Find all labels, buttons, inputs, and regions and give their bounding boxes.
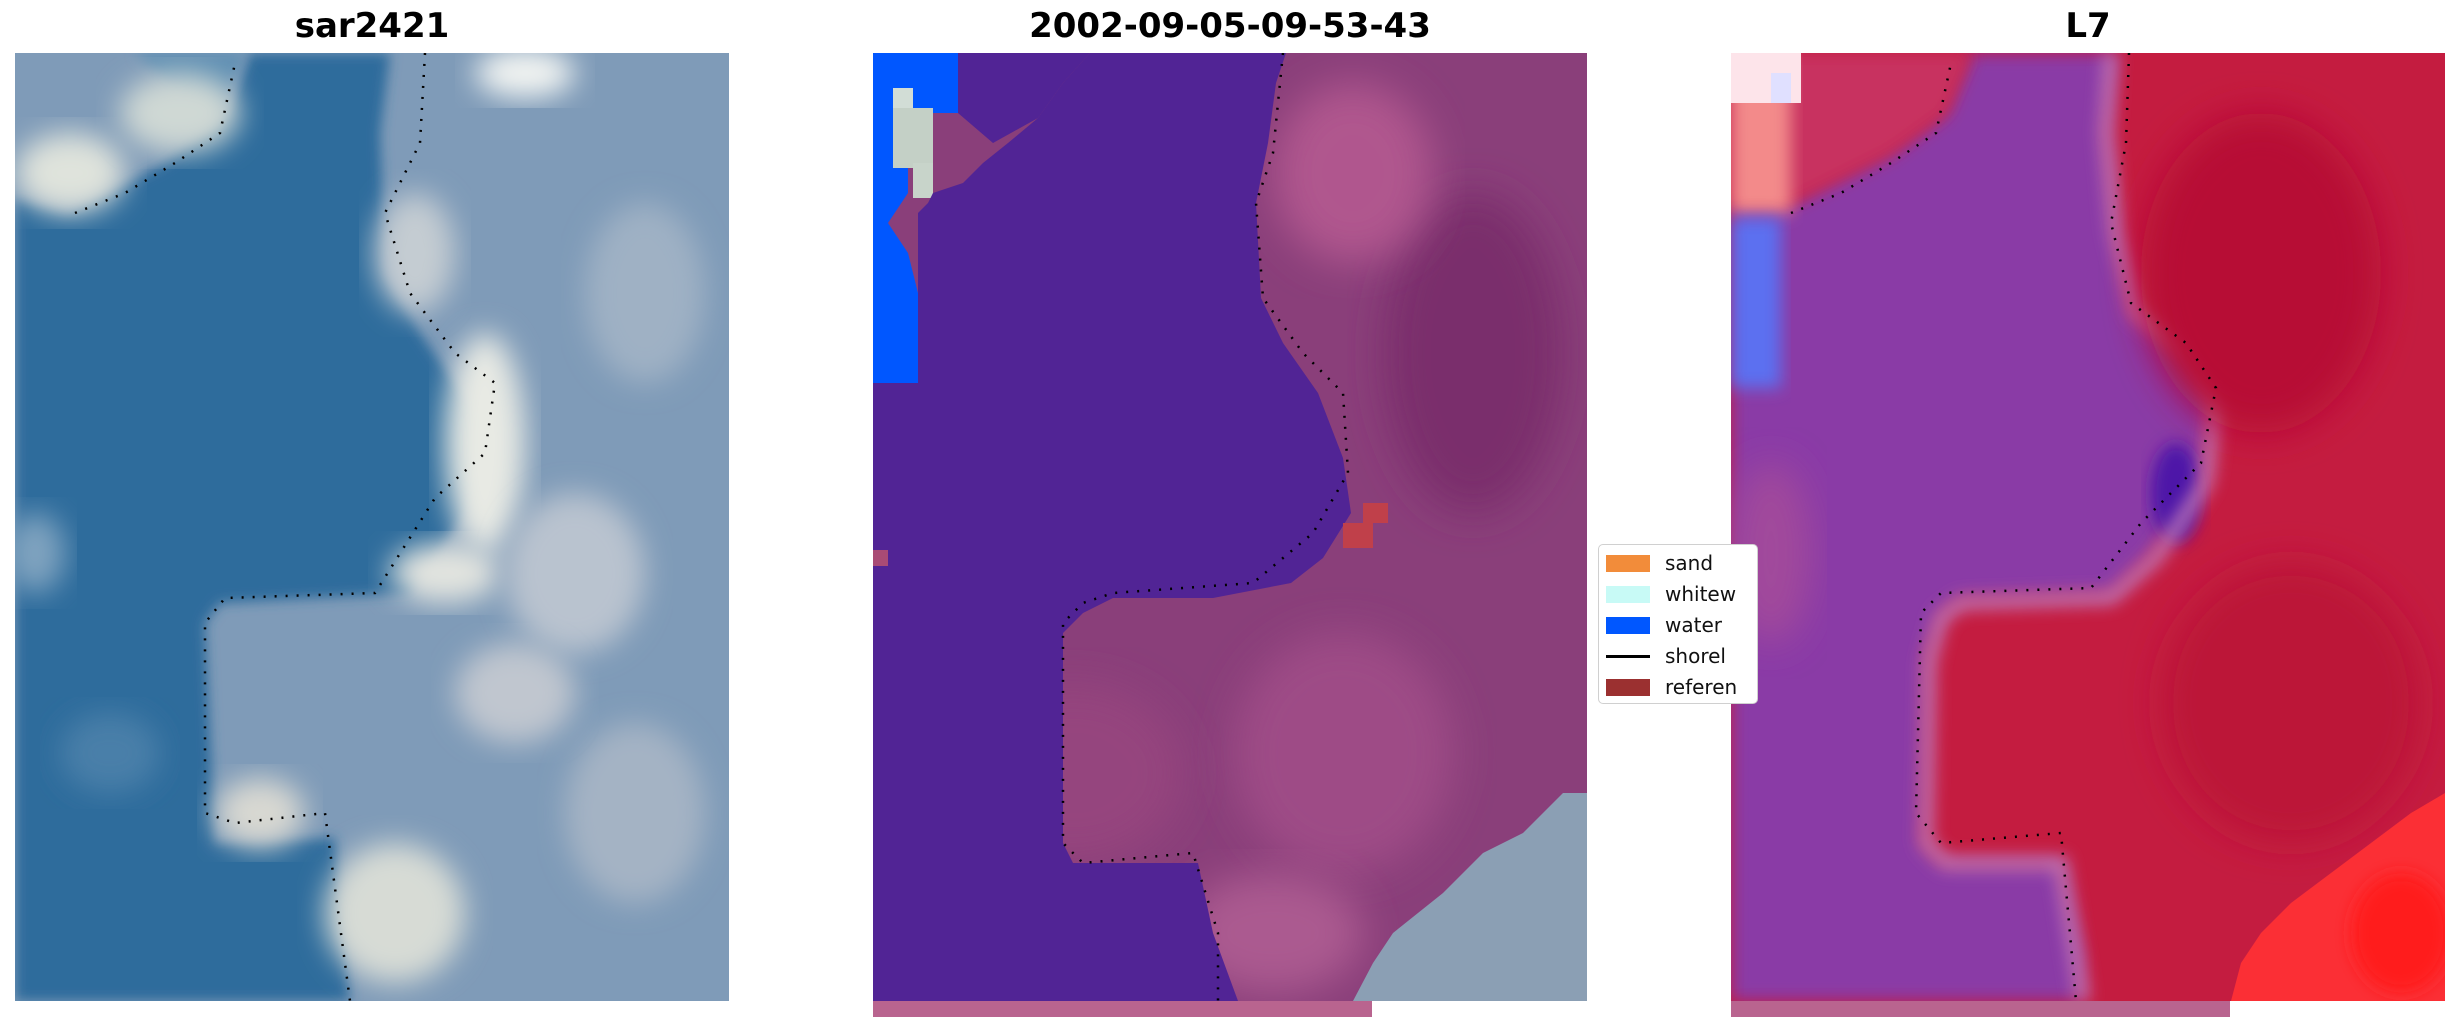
- reference-swatch: [1606, 678, 1650, 696]
- shoreline-swatch: [1606, 654, 1650, 658]
- legend-label-whitewater: whitew: [1665, 582, 1737, 606]
- classification-color-strip: [873, 1001, 1372, 1017]
- l7-color-strip: [1731, 1001, 2230, 1017]
- legend-label-reference: referen: [1665, 675, 1738, 699]
- sand-swatch: [1606, 554, 1650, 572]
- panel-title-classification: 2002-09-05-09-53-43: [1029, 6, 1431, 46]
- legend: sand whitew water shorel referen: [1598, 544, 1758, 704]
- legend-label-water: water: [1665, 613, 1722, 637]
- legend-label-sand: sand: [1665, 551, 1714, 575]
- whitewater-swatch: [1606, 585, 1650, 603]
- classification-image: [873, 53, 1587, 1001]
- l7-image: [1731, 53, 2445, 1001]
- legend-label-shoreline: shorel: [1665, 644, 1726, 668]
- legend-item-reference: referen: [1606, 675, 1737, 699]
- legend-item-water: water: [1606, 613, 1722, 637]
- legend-item-whitewater: whitew: [1606, 582, 1736, 606]
- panel-title-l7: L7: [2065, 6, 2111, 46]
- legend-item-sand: sand: [1606, 551, 1713, 575]
- rgb-satellite-image: [15, 53, 729, 1001]
- panel-title-rgb: sar2421: [294, 6, 450, 46]
- water-swatch: [1606, 616, 1650, 634]
- legend-item-shoreline: shorel: [1606, 644, 1726, 668]
